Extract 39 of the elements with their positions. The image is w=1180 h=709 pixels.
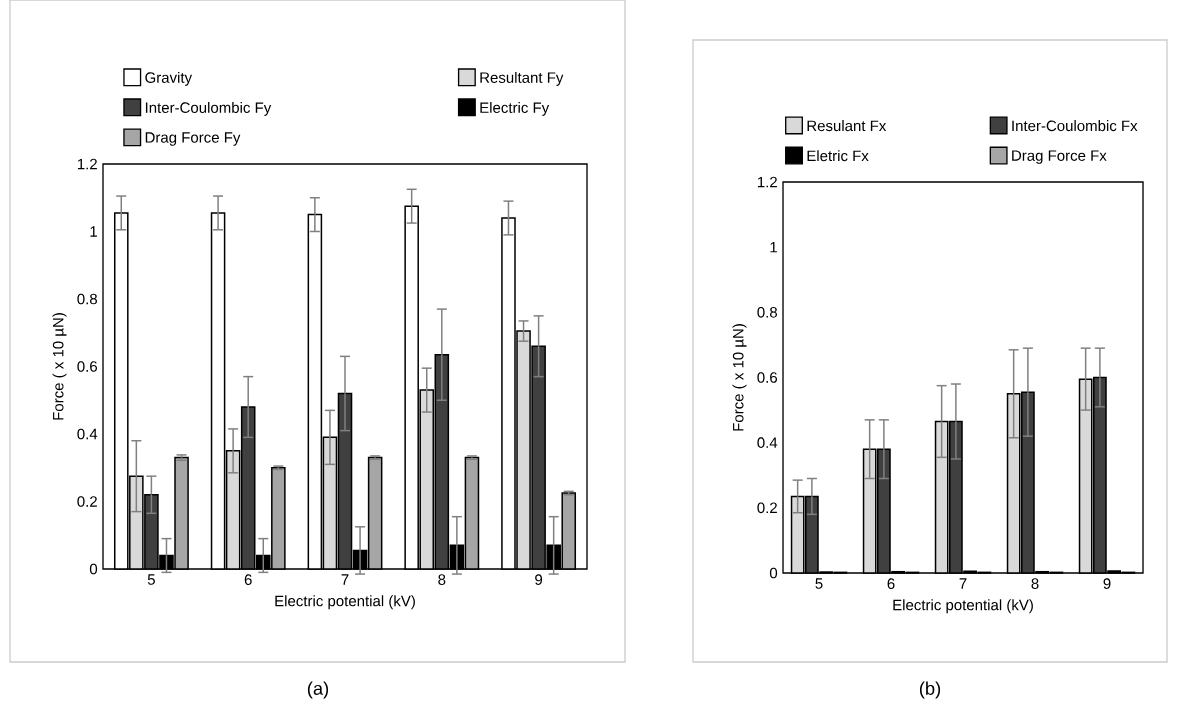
text: (b) xyxy=(919,681,941,699)
legend-label: Inter-Coulombic Fx xyxy=(1012,120,1138,132)
y-tick-label: 0.6 xyxy=(77,361,98,372)
x-tick-label: 8 xyxy=(1031,578,1039,589)
legend-label: Drag Force Fx xyxy=(1012,150,1107,164)
x-tick-label: 7 xyxy=(341,574,349,585)
legend-label: Eletric Fx xyxy=(807,150,869,162)
x-tick-label: 9 xyxy=(535,574,543,585)
y-tick-label: 0.2 xyxy=(757,502,777,514)
legend-label: Drag Force Fy xyxy=(145,132,241,146)
y-tick-label: 1.2 xyxy=(757,176,777,188)
legend-label: Electric Fy xyxy=(480,101,550,116)
y-tick-label: 1 xyxy=(770,242,777,253)
y-tick-label: 0.8 xyxy=(757,307,778,318)
x-tick-label: 9 xyxy=(1103,578,1111,589)
x-axis-title: Electric potential (kV) xyxy=(893,599,1033,614)
y-axis-title: Force ( x 10 µN) xyxy=(52,313,67,420)
y-axis-title: Force ( x 10 µN) xyxy=(732,324,747,431)
y-tick-label: 0 xyxy=(769,567,778,579)
y-tick-label: 0.4 xyxy=(77,428,98,440)
legend-label: Inter-Coulombic Fy xyxy=(145,101,272,116)
y-tick-label: 0.4 xyxy=(757,437,778,448)
legend-label: Gravity xyxy=(145,71,193,86)
y-tick-label: 0.2 xyxy=(77,496,97,507)
legend-label: Resulant Fx xyxy=(807,120,887,132)
y-tick-label: 0.6 xyxy=(757,372,778,383)
text: (a) xyxy=(307,681,329,699)
y-tick-label: 1 xyxy=(90,226,97,237)
x-tick-label: 5 xyxy=(147,574,155,585)
x-tick-label: 7 xyxy=(959,578,967,589)
x-tick-label: 6 xyxy=(887,578,895,589)
x-tick-label: 6 xyxy=(244,574,252,585)
x-tick-label: 8 xyxy=(438,574,446,585)
y-tick-label: 0 xyxy=(89,563,98,575)
y-tick-label: 1.2 xyxy=(77,158,97,170)
legend-label: Resultant Fy xyxy=(480,71,564,86)
x-axis-title: Electric potential (kV) xyxy=(275,595,415,610)
x-tick-label: 5 xyxy=(815,578,823,589)
y-tick-label: 0.8 xyxy=(77,293,98,305)
